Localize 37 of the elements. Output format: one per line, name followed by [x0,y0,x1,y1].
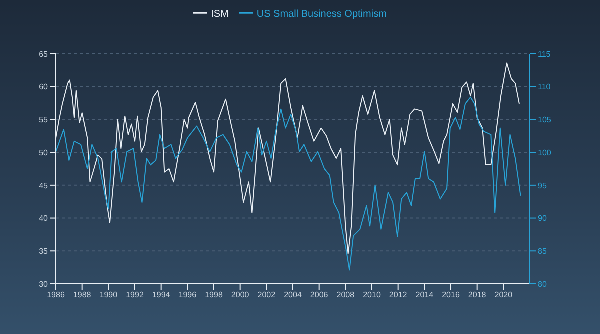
x-tick-label: 2014 [416,290,434,300]
y-tick-label: 35 [39,246,49,256]
y2-tick-label: 95 [538,181,548,190]
y-tick-label: 45 [39,181,49,190]
x-tick-label: 1998 [205,290,224,300]
x-tick-label: 1992 [126,290,144,300]
line-series [56,96,522,271]
y-tick-label: 50 [39,148,49,158]
x-tick-label: 2010 [363,290,382,300]
legend-label: ISM [211,9,229,20]
y-tick-label: 30 [39,280,49,289]
y2-tick-label: 90 [538,214,548,224]
x-tick-label: 2006 [310,290,329,300]
x-tick-label: 1994 [152,290,171,300]
y2-tick-label: 100 [538,148,552,158]
x-tick-label: 1996 [178,290,198,300]
y2-tick-label: 105 [538,116,552,125]
x-tick-label: 1986 [47,290,66,300]
x-tick-label: 2016 [442,290,460,300]
y-tick-label: 40 [39,214,49,224]
x-tick-label: 2020 [494,290,514,300]
y2-tick-label: 80 [538,280,548,289]
x-tick-label: 2000 [231,290,250,300]
y-tick-label: 65 [39,50,49,59]
legend-label: US Small Business Optimism [256,9,387,20]
y2-tick-label: 115 [538,50,552,59]
x-tick-label: 1988 [73,290,92,300]
x-tick-label: 2002 [258,290,276,300]
y-tick-label: 60 [39,82,49,92]
x-tick-label: 2018 [468,290,487,300]
y-tick-label: 55 [39,116,49,125]
x-tick-label: 2008 [336,290,356,300]
y2-tick-label: 110 [538,82,552,92]
x-tick-label: 1990 [100,290,118,300]
x-tick-label: 2004 [284,290,302,300]
y2-tick-label: 85 [538,246,548,256]
x-tick-label: 2012 [389,290,408,300]
